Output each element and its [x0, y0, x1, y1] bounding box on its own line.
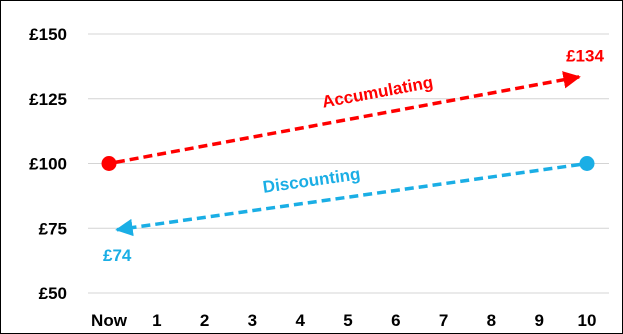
x-tick-label: 9 — [534, 311, 543, 330]
x-tick-label: 10 — [578, 311, 597, 330]
y-tick-label: £125 — [29, 90, 67, 109]
x-tick-label: 6 — [391, 311, 400, 330]
x-axis-ticks: Now 1 2 3 4 5 6 7 8 9 10 — [91, 311, 596, 330]
y-tick-label: £100 — [29, 155, 67, 174]
series-line — [115, 71, 581, 164]
x-tick-label: Now — [91, 311, 128, 330]
series-line — [115, 162, 581, 237]
x-tick-label: 7 — [439, 311, 448, 330]
gridlines — [88, 33, 609, 294]
series-end-value-label: £74 — [103, 246, 132, 265]
x-tick-label: 3 — [248, 311, 257, 330]
series-name-label: Discounting — [262, 164, 362, 197]
x-tick-label: 2 — [200, 311, 209, 330]
x-tick-label: 1 — [152, 311, 161, 330]
x-tick-label: 8 — [487, 311, 496, 330]
y-axis-ticks: £50 £75 £100 £125 £150 — [29, 25, 67, 303]
series-name-label: Accumulating — [321, 73, 435, 112]
x-tick-label: 5 — [343, 311, 352, 330]
y-tick-label: £150 — [29, 25, 67, 44]
series: Accumulating £134 Discounting £74 — [101, 46, 604, 265]
series-start-point — [101, 156, 117, 171]
series-start-point — [579, 156, 595, 171]
series-end-value-label: £134 — [566, 46, 604, 65]
y-tick-label: £50 — [39, 284, 67, 303]
x-tick-label: 4 — [295, 311, 305, 330]
y-tick-label: £75 — [39, 219, 67, 238]
